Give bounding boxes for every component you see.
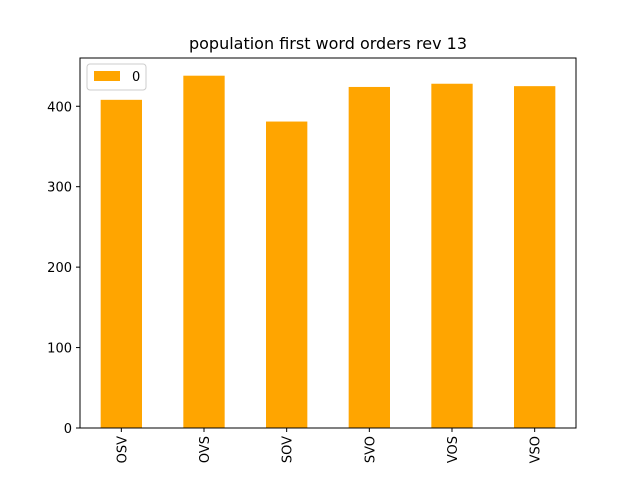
legend-label: 0 [132,70,140,85]
y-tick-label: 200 [47,261,72,276]
x-tick-label: VSO [529,436,544,463]
x-tick-label: OSV [115,436,130,463]
axes-frame [79,57,577,429]
y-tick-label: 100 [47,342,72,357]
bar-vos [431,83,473,428]
x-tick-label: OVS [198,436,213,463]
y-tick-label: 0 [64,422,72,437]
x-tick-label: VOS [446,436,461,463]
chart-title: population first word orders rev 13 [189,34,467,53]
y-tick-label: 300 [47,181,72,196]
bar-sov [266,121,308,428]
bars [100,75,556,429]
y-tick-label: 400 [47,100,72,115]
x-axis: OSV OVS SOV SVO VOS VSO [115,428,544,463]
bar-vso [514,86,556,429]
bar-ovs [183,75,225,429]
legend-swatch [94,71,120,81]
legend: 0 [86,63,147,91]
y-axis: 0 100 200 300 400 [47,100,80,437]
x-tick-label: SVO [363,436,378,463]
bar-osv [100,99,142,429]
x-tick-label: SOV [281,436,296,463]
bar-svo [348,86,390,429]
